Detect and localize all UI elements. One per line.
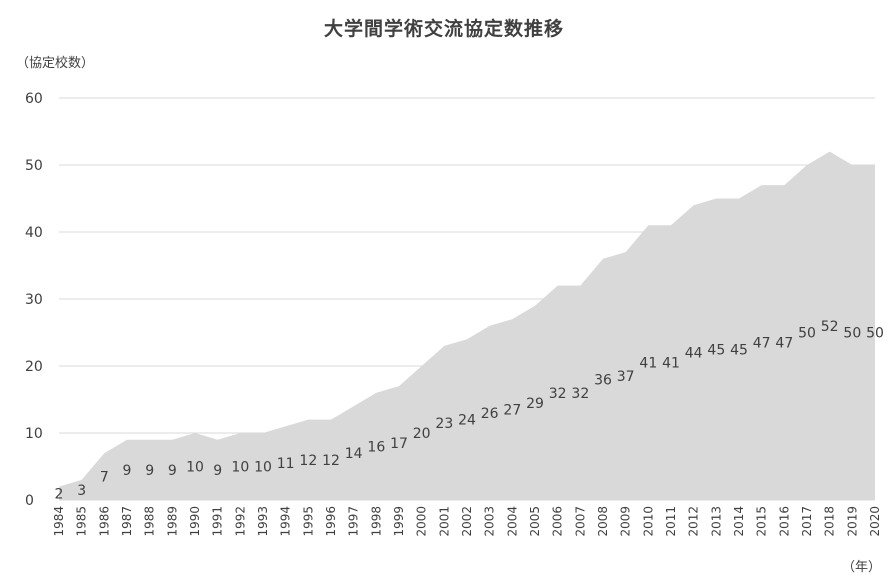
data-label: 29 [526,396,544,412]
x-axis-unit-label: （年） [842,560,882,575]
x-tick-label: 2007 [573,506,587,537]
data-label: 45 [707,342,725,358]
x-tick-label: 1992 [233,506,247,537]
x-tick-label: 2008 [596,506,610,537]
data-label: 12 [322,453,340,469]
data-label: 24 [458,413,476,429]
data-label: 11 [277,456,295,472]
x-tick-label: 2016 [777,506,791,537]
data-label: 9 [168,463,177,479]
data-label: 45 [730,342,748,358]
x-tick-label: 2001 [437,506,451,537]
data-label: 32 [571,386,589,402]
x-tick-label: 2013 [709,506,723,537]
x-tick-label: 2012 [687,506,701,537]
x-tick-label: 1987 [120,506,134,537]
x-tick-label: 1994 [279,506,293,537]
x-tick-label: 2000 [415,506,429,537]
data-label: 10 [254,460,272,476]
x-tick-label: 2019 [845,506,859,537]
data-label: 14 [345,446,363,462]
y-tick-label: 30 [25,292,43,308]
data-label: 32 [549,386,567,402]
data-label: 47 [753,336,771,352]
data-label: 26 [481,406,499,422]
y-tick-label: 40 [25,225,43,241]
x-tick-label: 2017 [800,506,814,537]
data-label: 2 [55,486,64,502]
x-axis-ticks: 1984 1985 1986 1987 1988 1989 1990 1991 1992 1993… [52,506,882,537]
x-tick-label: 2018 [823,506,837,537]
x-tick-label: 1988 [143,506,157,537]
x-tick-label: 2009 [619,506,633,537]
data-label: 10 [186,460,204,476]
x-tick-label: 1997 [347,506,361,537]
x-tick-label: 2005 [528,506,542,537]
x-tick-label: 1984 [52,506,66,537]
data-label: 47 [775,336,793,352]
y-tick-label: 0 [25,493,34,509]
data-label: 36 [594,372,612,388]
chart-title: 大学間学術交流協定数推移 [323,18,564,40]
y-axis-unit-label: （協定校数） [16,56,95,71]
y-tick-label: 10 [25,426,43,442]
x-tick-label: 1986 [97,506,111,537]
data-label: 27 [503,403,521,419]
data-label: 37 [617,369,635,385]
data-label: 9 [213,463,222,479]
data-label: 10 [231,460,249,476]
x-tick-label: 1985 [75,506,89,537]
x-tick-label: 1998 [369,506,383,537]
x-tick-label: 2004 [505,506,519,537]
data-label: 50 [798,326,816,342]
x-tick-label: 2006 [551,506,565,537]
data-label: 20 [413,426,431,442]
x-tick-label: 1990 [188,506,202,537]
x-tick-label: 1993 [256,506,270,537]
data-label: 41 [639,356,657,372]
data-label: 50 [866,326,884,342]
x-tick-label: 2010 [641,506,655,537]
data-label: 44 [685,346,703,362]
x-tick-label: 2020 [868,506,882,537]
x-tick-label: 1996 [324,506,338,537]
x-tick-label: 1989 [165,506,179,537]
data-label: 3 [77,483,86,499]
data-label: 41 [662,356,680,372]
x-tick-label: 1991 [211,506,225,537]
x-tick-label: 1999 [392,506,406,537]
x-tick-label: 1995 [301,506,315,537]
data-label: 12 [299,453,317,469]
y-tick-label: 20 [25,359,43,375]
x-tick-label: 2003 [483,506,497,537]
x-tick-label: 2002 [460,506,474,537]
x-tick-label: 2015 [755,506,769,537]
x-tick-label: 2011 [664,506,678,537]
data-label: 9 [123,463,132,479]
y-tick-label: 50 [25,158,43,174]
x-tick-label: 2014 [732,506,746,537]
data-label: 9 [145,463,154,479]
y-tick-label: 60 [25,91,43,107]
data-label: 7 [100,470,109,486]
data-label: 23 [435,416,453,432]
area-fill [59,151,875,500]
y-axis-ticks: 0 10 20 30 40 50 60 [25,91,43,509]
data-label: 52 [821,319,839,335]
area-series [59,151,875,500]
data-label: 16 [367,439,385,455]
data-label: 17 [390,436,408,452]
data-label: 50 [843,326,861,342]
